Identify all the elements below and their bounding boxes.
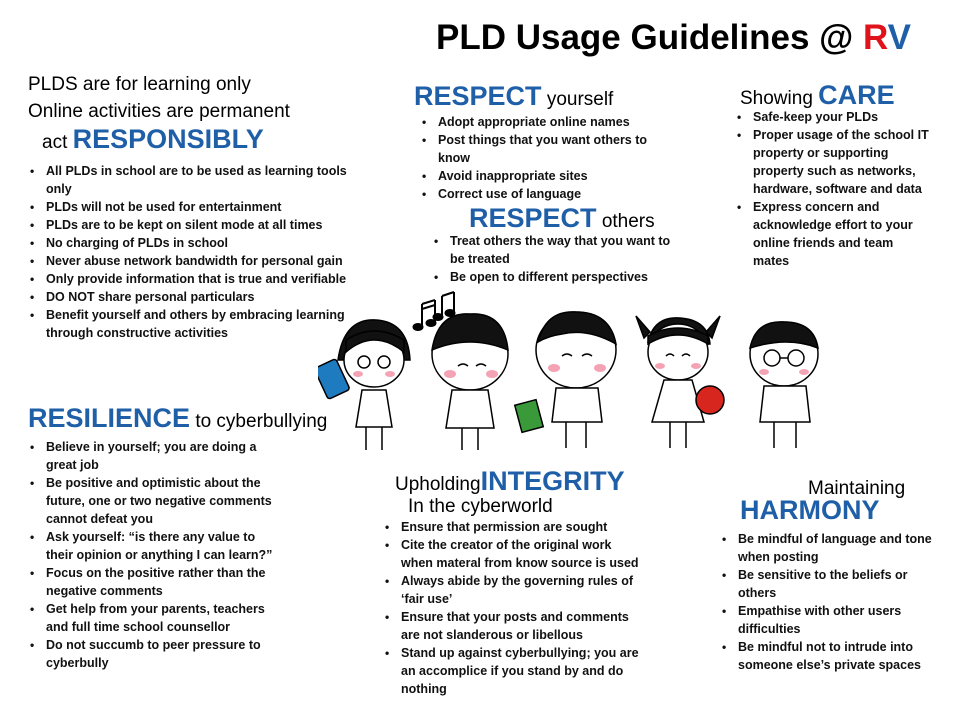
kid-5 <box>748 321 819 448</box>
integrity-big: INTEGRITY <box>480 466 625 496</box>
care-big: CARE <box>818 80 895 110</box>
list-item: Empathise with other users difficulties <box>722 602 937 638</box>
responsibly-pre: act <box>42 132 68 153</box>
list-item: Be mindful not to intrude into someone e… <box>722 638 937 674</box>
list-item: Always abide by the governing rules of ‘… <box>385 572 640 608</box>
respect-others-heading: RESPECT others <box>469 203 655 234</box>
list-item: Avoid inappropriate sites <box>422 167 662 185</box>
list-item: Cite the creator of the original work wh… <box>385 536 640 572</box>
harmony-pre: Maintaining <box>808 478 906 499</box>
responsibly-big: RESPONSIBLY <box>72 124 264 154</box>
list-item: Safe-keep your PLDs <box>737 108 932 126</box>
resilience-heading: RESILIENCE to cyberbullying <box>28 403 327 434</box>
kid-3 <box>513 311 618 448</box>
list-item: Correct use of language <box>422 185 662 203</box>
list-item: Benefit yourself and others by embracing… <box>30 306 370 342</box>
care-heading: Showing CARE <box>740 80 895 111</box>
title-text: PLD Usage Guidelines @ <box>436 18 864 57</box>
list-item: Ensure that permission are sought <box>385 518 640 536</box>
page-title: PLD Usage Guidelines @ RV <box>436 18 911 58</box>
list-item: Be sensitive to the beliefs or others <box>722 566 937 602</box>
list-item: Treat others the way that you want to be… <box>434 232 674 268</box>
integrity-pre: Upholding <box>395 474 481 495</box>
care-list: Safe-keep your PLDsProper usage of the s… <box>737 108 932 270</box>
integrity-post: In the cyberworld <box>408 496 553 517</box>
list-item: PLDs will not be used for entertainment <box>30 198 370 216</box>
kid-2 <box>431 313 509 450</box>
list-item: Do not succumb to peer pressure to cyber… <box>30 636 275 672</box>
list-item: Focus on the positive rather than the ne… <box>30 564 275 600</box>
list-item: Be open to different perspectives <box>434 268 674 286</box>
list-item: Be positive and optimistic about the fut… <box>30 474 275 528</box>
integrity-list: Ensure that permission are soughtCite th… <box>385 518 640 698</box>
list-item: DO NOT share personal particulars <box>30 288 370 306</box>
kid-1 <box>318 319 411 450</box>
respect-yourself-list: Adopt appropriate online namesPost thing… <box>422 113 662 203</box>
respect-others-big: RESPECT <box>469 203 597 233</box>
list-item: Proper usage of the school IT property o… <box>737 126 932 198</box>
respect-others-list: Treat others the way that you want to be… <box>434 232 674 286</box>
list-item: Get help from your parents, teachers and… <box>30 600 275 636</box>
list-item: PLDs are to be kept on silent mode at al… <box>30 216 370 234</box>
list-item: Ask yourself: “is there any value to the… <box>30 528 275 564</box>
list-item: Ensure that your posts and comments are … <box>385 608 640 644</box>
respect-yourself-heading: RESPECT yourself <box>414 81 613 112</box>
harmony-big: HARMONY <box>740 495 880 525</box>
list-item: Never abuse network bandwidth for person… <box>30 252 370 270</box>
list-item: Only provide information that is true an… <box>30 270 370 288</box>
responsibly-list: All PLDs in school are to be used as lea… <box>30 162 370 342</box>
resilience-big: RESILIENCE <box>28 403 191 433</box>
list-item: Adopt appropriate online names <box>422 113 662 131</box>
title-r: R <box>863 18 888 57</box>
resilience-list: Believe in yourself; you are doing a gre… <box>30 438 275 672</box>
list-item: Post things that you want others to know <box>422 131 662 167</box>
integrity-heading: UpholdingINTEGRITY <box>395 466 625 497</box>
responsibly-line1: PLDS are for learning only <box>28 74 251 95</box>
list-item: No charging of PLDs in school <box>30 234 370 252</box>
respect-others-small: others <box>601 211 655 232</box>
respect-yourself-small: yourself <box>546 89 614 110</box>
kid-4 <box>635 315 725 448</box>
harmony-heading: HARMONY <box>740 495 880 526</box>
responsibly-heading: act RESPONSIBLY <box>42 124 264 155</box>
list-item: Express concern and acknowledge effort t… <box>737 198 932 270</box>
resilience-small: to cyberbullying <box>195 411 328 432</box>
list-item: Stand up against cyberbullying; you are … <box>385 644 640 698</box>
title-v: V <box>887 18 912 57</box>
students-cartoon-illustration <box>318 291 819 450</box>
respect-yourself-big: RESPECT <box>414 81 542 111</box>
list-item: Be mindful of language and tone when pos… <box>722 530 937 566</box>
music-notes-icon <box>412 291 456 331</box>
care-pre: Showing <box>740 88 813 109</box>
list-item: All PLDs in school are to be used as lea… <box>30 162 370 198</box>
responsibly-line2: Online activities are permanent <box>28 101 290 122</box>
list-item: Believe in yourself; you are doing a gre… <box>30 438 275 474</box>
harmony-list: Be mindful of language and tone when pos… <box>722 530 937 674</box>
